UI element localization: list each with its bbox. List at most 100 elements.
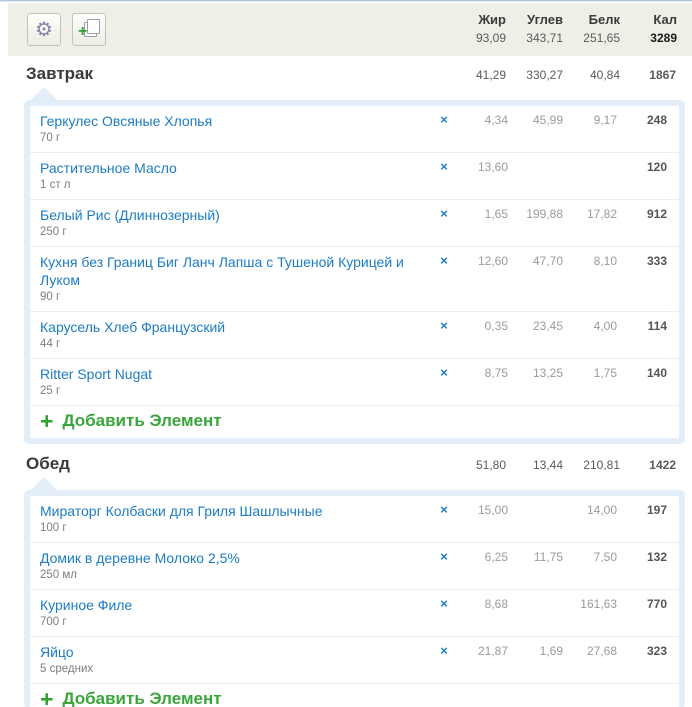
food-portion: 25 г: [40, 385, 61, 397]
delete-item-icon[interactable]: ×: [440, 206, 448, 221]
food-fat: 12,60: [477, 254, 508, 268]
food-calories: 770: [646, 597, 667, 611]
food-name-link[interactable]: Кухня без Границ Биг Ланч Лапша с Тушено…: [40, 254, 404, 288]
food-name-link[interactable]: Геркулес Овсяные Хлопья: [40, 113, 213, 129]
meal-total-fat: 51,80: [475, 458, 506, 472]
food-protein: 27,68: [586, 644, 617, 658]
food-portion: 5 средних: [40, 663, 94, 675]
delete-item-icon[interactable]: ×: [440, 159, 448, 174]
meal-total-protein: 210,81: [583, 458, 620, 472]
food-portion: 90 г: [40, 291, 61, 303]
food-name-link[interactable]: Домик в деревне Молоко 2,5%: [40, 550, 240, 566]
food-carbs: 47,70: [532, 254, 563, 268]
meal-header: Обед 51,80 13,44 210,81 1422: [0, 454, 692, 476]
plus-icon: +: [40, 686, 54, 707]
meal-title: Завтрак: [26, 64, 94, 83]
meal-section: Обед 51,80 13,44 210,81 1422 Мираторг Ко…: [0, 454, 692, 707]
food-calories: 248: [646, 113, 667, 127]
meal-total-calories: 1422: [649, 458, 676, 472]
food-row: Яйцо 5 средних × 21,87 1,69 27,68 323: [30, 637, 679, 684]
meal-title: Обед: [26, 454, 70, 473]
food-protein: 161,63: [580, 597, 617, 611]
diary-header-bar: ⚙ + Жир Углев Белк Кал 93,09 343,71 251,…: [8, 3, 692, 56]
food-fat: 0,35: [484, 319, 508, 333]
food-name-link[interactable]: Растительное Масло: [40, 160, 177, 176]
food-fat: 15,00: [477, 503, 508, 517]
copy-add-button[interactable]: +: [72, 13, 106, 46]
food-protein: 8,10: [593, 254, 617, 268]
meal-total-carbs: 13,44: [532, 458, 563, 472]
food-calories: 333: [646, 254, 667, 268]
food-protein: 7,50: [593, 550, 617, 564]
food-protein: 4,00: [593, 319, 617, 333]
delete-item-icon[interactable]: ×: [440, 596, 448, 611]
delete-item-icon[interactable]: ×: [440, 502, 448, 517]
meal-total-fat: 41,29: [475, 68, 506, 82]
meal-panel: Мираторг Колбаски для Гриля Шашлычные 10…: [24, 490, 685, 707]
food-calories: 197: [646, 503, 667, 517]
food-carbs: 23,45: [532, 319, 563, 333]
column-header-fat: Жир: [478, 12, 506, 27]
food-name-link[interactable]: Яйцо: [40, 644, 74, 660]
food-calories: 140: [646, 366, 667, 380]
food-row: Карусель Хлеб Французский 44 г × 0,35 23…: [30, 312, 679, 359]
add-item-button[interactable]: + Добавить Элемент: [30, 406, 679, 438]
add-item-button[interactable]: + Добавить Элемент: [30, 684, 679, 707]
food-calories: 120: [646, 160, 667, 174]
panel-pointer-triangle: [31, 87, 57, 100]
column-header-carbs: Углев: [527, 12, 563, 27]
meal-total-protein: 40,84: [589, 68, 620, 82]
food-carbs: 1,69: [539, 644, 563, 658]
add-item-label: Добавить Элемент: [62, 689, 222, 707]
food-portion: 250 мл: [40, 569, 77, 581]
food-portion: 70 г: [40, 132, 61, 144]
food-name-link[interactable]: Карусель Хлеб Французский: [40, 319, 226, 335]
food-fat: 21,87: [477, 644, 508, 658]
food-portion: 700 г: [40, 616, 67, 628]
day-total-carbs: 343,71: [526, 31, 563, 45]
food-row: Растительное Масло 1 ст л × 13,60 120: [30, 153, 679, 200]
delete-item-icon[interactable]: ×: [440, 318, 448, 333]
food-fat: 6,25: [484, 550, 508, 564]
food-name-link[interactable]: Белый Рис (Длиннозерный): [40, 207, 220, 223]
column-header-calories: Кал: [653, 12, 677, 27]
food-fat: 4,34: [484, 113, 508, 127]
food-protein: 14,00: [586, 503, 617, 517]
day-total-fat: 93,09: [475, 31, 506, 45]
delete-item-icon[interactable]: ×: [440, 365, 448, 380]
food-protein: 9,17: [593, 113, 617, 127]
food-calories: 114: [647, 319, 667, 333]
delete-item-icon[interactable]: ×: [440, 643, 448, 658]
meal-total-carbs: 330,27: [526, 68, 563, 82]
delete-item-icon[interactable]: ×: [440, 549, 448, 564]
copy-pages-icon: +: [73, 14, 105, 45]
panel-pointer-triangle: [31, 477, 57, 490]
food-calories: 912: [646, 207, 667, 221]
food-row: Белый Рис (Длиннозерный) 250 г × 1,65 19…: [30, 200, 679, 247]
meal-section: Завтрак 41,29 330,27 40,84 1867 Геркулес…: [0, 64, 692, 444]
food-row: Домик в деревне Молоко 2,5% 250 мл × 6,2…: [30, 543, 679, 590]
meal-header: Завтрак 41,29 330,27 40,84 1867: [0, 64, 692, 86]
delete-item-icon[interactable]: ×: [440, 253, 448, 268]
food-row: Геркулес Овсяные Хлопья 70 г × 4,34 45,9…: [30, 106, 679, 153]
food-carbs: 199,88: [526, 207, 563, 221]
food-protein: 17,82: [586, 207, 617, 221]
meal-panel: Геркулес Овсяные Хлопья 70 г × 4,34 45,9…: [24, 100, 685, 444]
food-name-link[interactable]: Ritter Sport Nugat: [40, 366, 153, 382]
food-portion: 250 г: [40, 226, 67, 238]
food-row: Мираторг Колбаски для Гриля Шашлычные 10…: [30, 496, 679, 543]
delete-item-icon[interactable]: ×: [440, 112, 448, 127]
food-carbs: 13,25: [532, 366, 563, 380]
gear-icon: ⚙: [35, 19, 53, 41]
settings-button[interactable]: ⚙: [27, 13, 61, 46]
add-item-label: Добавить Элемент: [62, 411, 222, 430]
food-fat: 1,65: [484, 207, 508, 221]
food-name-link[interactable]: Куриное Филе: [40, 597, 133, 613]
food-portion: 100 г: [40, 522, 67, 534]
plus-icon: +: [78, 23, 88, 40]
food-calories: 132: [646, 550, 667, 564]
food-name-link[interactable]: Мираторг Колбаски для Гриля Шашлычные: [40, 503, 323, 519]
food-calories: 323: [646, 644, 667, 658]
food-row: Ritter Sport Nugat 25 г × 8,75 13,25 1,7…: [30, 359, 679, 406]
